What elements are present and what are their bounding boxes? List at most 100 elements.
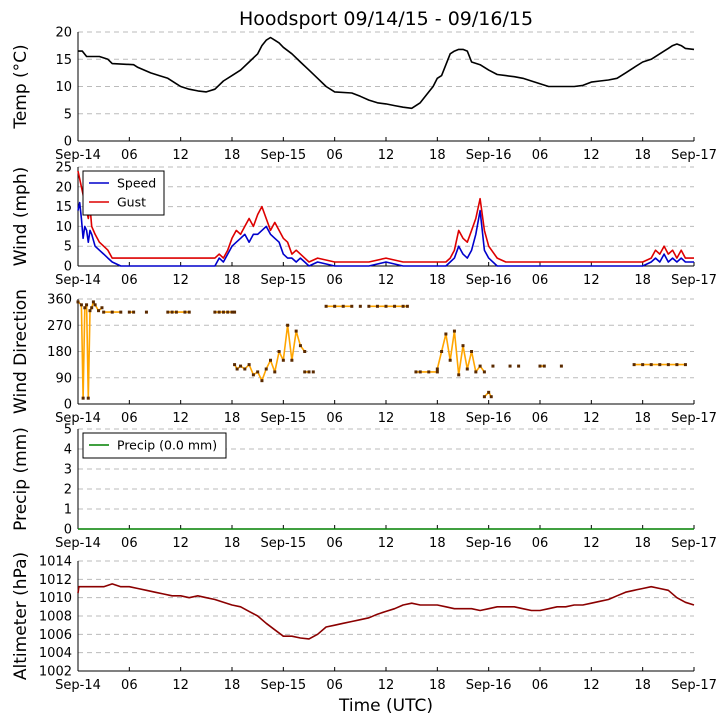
y-tick-label: 2 bbox=[64, 483, 72, 498]
y-tick-label: 4 bbox=[64, 443, 72, 458]
x-tick-label: 06 bbox=[326, 273, 343, 288]
y-tick-label: 0 bbox=[64, 260, 72, 275]
data-point bbox=[448, 358, 452, 362]
data-point bbox=[491, 364, 495, 368]
data-point bbox=[435, 367, 439, 371]
x-tick-label: 06 bbox=[532, 536, 549, 551]
data-point bbox=[435, 370, 439, 374]
x-tick-label: 12 bbox=[172, 411, 189, 426]
data-point bbox=[83, 306, 87, 310]
x-tick-label: 18 bbox=[634, 273, 651, 288]
y-tick-label: 1014 bbox=[39, 555, 72, 570]
data-point bbox=[144, 310, 148, 314]
data-point bbox=[286, 323, 290, 327]
data-point bbox=[235, 367, 239, 371]
x-tick-label: 18 bbox=[634, 411, 651, 426]
x-tick-label: 06 bbox=[532, 678, 549, 693]
panel-direction: 0 90 180 270 360 Sep-14 06 12 18 Sep-15 06 12 18 Sep-… bbox=[11, 289, 717, 426]
data-point bbox=[487, 390, 491, 394]
series-altimeter bbox=[77, 583, 695, 640]
y-tick-label: 25 bbox=[55, 161, 72, 176]
x-tick-label: 18 bbox=[224, 411, 241, 426]
data-point bbox=[457, 373, 461, 377]
x-tick-label: 06 bbox=[326, 536, 343, 551]
y-axis-label: Wind (mph) bbox=[11, 167, 31, 267]
x-tick-label: 12 bbox=[378, 273, 395, 288]
data-point bbox=[239, 364, 243, 368]
y-axis-label: Precip (mm) bbox=[11, 427, 31, 531]
data-point bbox=[230, 310, 234, 314]
y-axis-label: Wind Direction bbox=[11, 289, 31, 414]
data-point bbox=[251, 373, 255, 377]
x-tick-label: 12 bbox=[172, 678, 189, 693]
x-tick-label: 12 bbox=[378, 411, 395, 426]
x-tick-label: 18 bbox=[224, 273, 241, 288]
x-tick-label: 18 bbox=[429, 148, 446, 163]
y-tick-label: 0 bbox=[64, 523, 72, 538]
x-tick-label: Sep-14 bbox=[55, 273, 101, 288]
x-tick-label: 12 bbox=[378, 536, 395, 551]
x-tick-label: 18 bbox=[634, 148, 651, 163]
data-point bbox=[303, 350, 307, 353]
y-tick-label: 1004 bbox=[39, 646, 72, 661]
data-point bbox=[324, 304, 328, 308]
x-tick-label: Sep-17 bbox=[671, 148, 717, 163]
data-point bbox=[444, 332, 448, 336]
x-tick-label: Sep-14 bbox=[55, 678, 101, 693]
data-point bbox=[183, 310, 187, 314]
data-point bbox=[166, 310, 170, 314]
y-tick-label: 5 bbox=[64, 240, 72, 255]
data-point bbox=[461, 344, 465, 348]
data-point bbox=[482, 395, 486, 399]
data-point bbox=[76, 300, 80, 304]
data-point bbox=[233, 363, 237, 367]
y-axis-label: Temp (°C) bbox=[11, 44, 31, 129]
data-point bbox=[341, 304, 345, 308]
data-point bbox=[559, 364, 563, 368]
x-tick-label: 06 bbox=[121, 148, 138, 163]
y-tick-label: 10 bbox=[55, 220, 72, 235]
data-point bbox=[303, 370, 307, 374]
data-point bbox=[93, 303, 97, 307]
y-tick-label: 3 bbox=[64, 463, 72, 478]
data-point bbox=[102, 310, 106, 314]
y-tick-label: 10 bbox=[55, 80, 72, 95]
x-tick-label: 06 bbox=[326, 678, 343, 693]
data-point bbox=[414, 370, 418, 374]
data-point bbox=[127, 310, 131, 314]
x-tick-label: 18 bbox=[224, 148, 241, 163]
y-tick-label: 270 bbox=[47, 319, 72, 334]
x-tick-label: 12 bbox=[172, 148, 189, 163]
legend-precip: Precip (0.0 mm) bbox=[82, 432, 227, 459]
x-tick-label: 06 bbox=[532, 273, 549, 288]
data-point bbox=[91, 300, 95, 304]
data-point bbox=[86, 396, 90, 400]
data-point bbox=[427, 370, 431, 374]
x-tick-label: Sep-16 bbox=[466, 678, 512, 693]
x-tick-label: 12 bbox=[378, 678, 395, 693]
data-point bbox=[666, 363, 670, 367]
data-point bbox=[187, 310, 191, 314]
y-tick-label: 180 bbox=[47, 345, 72, 360]
x-tick-label: Sep-16 bbox=[466, 411, 512, 426]
data-point bbox=[269, 358, 272, 362]
x-tick-label: 12 bbox=[172, 536, 189, 551]
data-point bbox=[277, 350, 281, 353]
x-tick-label: 18 bbox=[429, 678, 446, 693]
legend-label: Speed bbox=[117, 176, 156, 191]
x-tick-label: Sep-14 bbox=[55, 411, 101, 426]
series-direction bbox=[233, 324, 306, 382]
x-tick-label: 06 bbox=[121, 678, 138, 693]
y-tick-label: 1 bbox=[64, 503, 72, 518]
data-point bbox=[85, 303, 89, 307]
data-point bbox=[260, 379, 264, 383]
data-point bbox=[358, 304, 362, 308]
data-point bbox=[170, 310, 174, 314]
data-point bbox=[675, 363, 679, 367]
data-point bbox=[132, 310, 136, 314]
y-tick-label: 20 bbox=[55, 180, 72, 195]
data-point bbox=[508, 364, 512, 368]
data-point bbox=[401, 304, 405, 308]
y-tick-label: 1010 bbox=[39, 591, 72, 606]
